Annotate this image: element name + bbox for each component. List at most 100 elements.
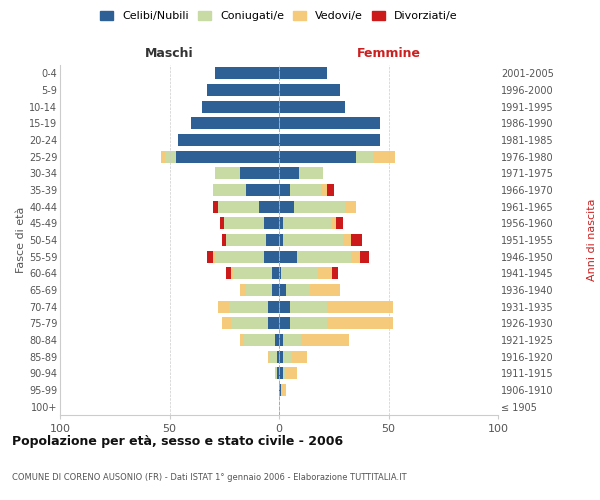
Bar xyxy=(279,168,323,179)
Bar xyxy=(279,318,393,330)
Bar xyxy=(161,150,279,162)
Bar xyxy=(239,168,279,179)
Bar xyxy=(239,334,279,346)
Bar xyxy=(207,84,279,96)
Bar xyxy=(275,368,279,380)
Bar xyxy=(279,234,351,246)
Bar xyxy=(279,234,343,246)
Bar xyxy=(244,334,279,346)
Bar xyxy=(279,200,356,212)
Bar xyxy=(215,68,279,80)
Bar xyxy=(275,368,279,380)
Bar xyxy=(277,350,279,362)
Bar xyxy=(279,250,351,262)
Bar xyxy=(224,218,279,230)
Bar xyxy=(279,68,327,80)
Bar xyxy=(224,218,279,230)
Bar xyxy=(279,368,296,380)
Bar xyxy=(279,300,393,312)
Bar xyxy=(277,368,279,380)
Bar xyxy=(279,350,307,362)
Bar xyxy=(202,100,279,112)
Bar xyxy=(214,200,279,212)
Bar xyxy=(279,100,345,112)
Bar xyxy=(226,234,279,246)
Bar xyxy=(272,284,279,296)
Bar xyxy=(178,134,279,146)
Bar xyxy=(279,368,296,380)
Bar xyxy=(279,118,380,130)
Bar xyxy=(215,68,279,80)
Bar xyxy=(279,384,286,396)
Bar xyxy=(279,384,281,396)
Bar xyxy=(275,334,279,346)
Bar xyxy=(207,250,279,262)
Bar xyxy=(279,250,360,262)
Bar xyxy=(279,218,336,230)
Bar xyxy=(279,368,286,380)
Bar xyxy=(214,184,279,196)
Bar xyxy=(279,184,290,196)
Bar xyxy=(279,218,332,230)
Bar xyxy=(279,384,281,396)
Bar xyxy=(279,268,332,280)
Bar xyxy=(220,218,279,230)
Bar xyxy=(215,68,279,80)
Text: COMUNE DI CORENO AUSONIO (FR) - Dati ISTAT 1° gennaio 2006 - Elaborazione TUTTIT: COMUNE DI CORENO AUSONIO (FR) - Dati IST… xyxy=(12,473,407,482)
Bar xyxy=(279,334,349,346)
Bar xyxy=(279,168,299,179)
Bar xyxy=(279,284,286,296)
Bar xyxy=(226,234,279,246)
Bar xyxy=(279,168,323,179)
Bar xyxy=(268,350,279,362)
Bar xyxy=(215,68,279,80)
Bar xyxy=(279,334,283,346)
Bar xyxy=(239,284,279,296)
Bar xyxy=(279,234,283,246)
Text: Anni di nascita: Anni di nascita xyxy=(587,198,597,281)
Bar xyxy=(259,200,279,212)
Bar xyxy=(218,200,279,212)
Bar xyxy=(191,118,279,130)
Bar xyxy=(239,334,279,346)
Bar xyxy=(268,350,279,362)
Bar xyxy=(279,300,290,312)
Bar xyxy=(222,318,279,330)
Bar xyxy=(207,84,279,96)
Bar xyxy=(279,118,380,130)
Bar xyxy=(279,68,327,80)
Bar xyxy=(270,350,279,362)
Bar xyxy=(263,250,279,262)
Bar xyxy=(215,168,279,179)
Bar xyxy=(161,150,279,162)
Bar xyxy=(279,184,327,196)
Bar xyxy=(229,300,279,312)
Bar xyxy=(231,318,279,330)
Bar xyxy=(214,184,279,196)
Bar xyxy=(279,334,301,346)
Bar xyxy=(279,284,310,296)
Bar xyxy=(279,250,296,262)
Bar xyxy=(214,250,279,262)
Bar xyxy=(279,350,292,362)
Bar xyxy=(279,68,327,80)
Bar xyxy=(272,268,279,280)
Bar xyxy=(279,100,345,112)
Bar xyxy=(215,250,279,262)
Bar xyxy=(218,200,279,212)
Bar xyxy=(279,118,380,130)
Bar xyxy=(279,84,340,96)
Bar xyxy=(207,84,279,96)
Bar xyxy=(279,134,380,146)
Bar xyxy=(279,200,345,212)
Bar xyxy=(279,184,320,196)
Y-axis label: Fasce di età: Fasce di età xyxy=(16,207,26,273)
Bar xyxy=(279,300,327,312)
Bar xyxy=(279,84,340,96)
Bar xyxy=(279,150,373,162)
Bar xyxy=(279,150,395,162)
Bar xyxy=(239,284,279,296)
Bar xyxy=(279,268,319,280)
Bar xyxy=(279,234,362,246)
Bar xyxy=(202,100,279,112)
